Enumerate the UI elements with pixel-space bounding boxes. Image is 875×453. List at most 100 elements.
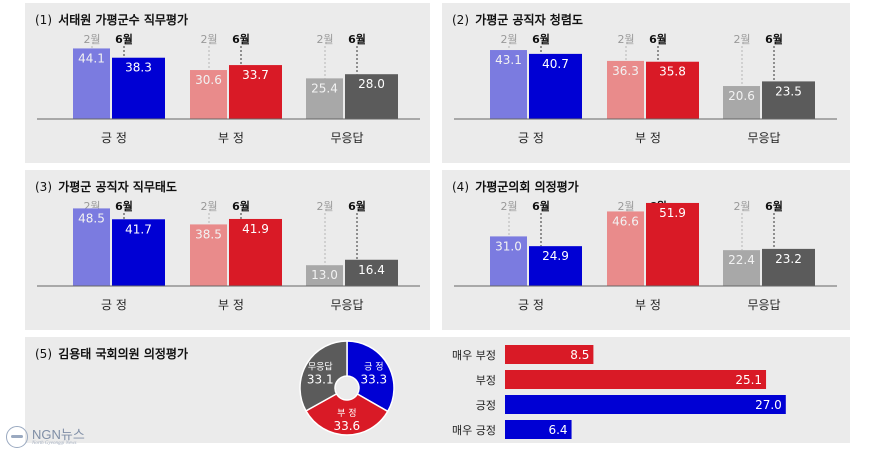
pie-slice bbox=[346, 340, 395, 413]
panel-title-2: (2) 가평군 공직자 청렴도 bbox=[452, 13, 583, 27]
period-label: 2월 bbox=[316, 33, 333, 46]
period-label: 6월 bbox=[348, 199, 366, 213]
panel-title-5: (5) 김용태 국회의원 의정평가 bbox=[35, 347, 188, 361]
period-label: 2월 bbox=[316, 200, 333, 213]
bar bbox=[190, 70, 227, 119]
bar bbox=[607, 60, 644, 119]
period-label: 6월 bbox=[765, 199, 783, 213]
bar bbox=[229, 65, 282, 119]
period-label: 6월 bbox=[232, 32, 250, 46]
category-label: 긍 정 bbox=[101, 131, 127, 145]
period-label: 6월 bbox=[115, 199, 133, 213]
bar bbox=[646, 61, 699, 119]
category-label: 부 정 bbox=[218, 131, 244, 145]
bar-value-label: 46.6 bbox=[612, 214, 639, 228]
category-label: 긍 정 bbox=[518, 131, 544, 145]
period-label: 6월 bbox=[532, 32, 550, 46]
bar bbox=[190, 224, 227, 286]
bar-value-label: 36.3 bbox=[612, 64, 639, 78]
bar bbox=[306, 265, 343, 286]
pie-slice-value: 33.1 bbox=[307, 372, 334, 386]
bar bbox=[73, 208, 110, 286]
panel-title-1: (1) 서태원 가평군수 직무평가 bbox=[35, 13, 188, 27]
category-label: 긍 정 bbox=[101, 298, 127, 312]
bar bbox=[490, 236, 527, 286]
bar bbox=[229, 218, 282, 286]
bar bbox=[112, 57, 165, 119]
period-label: 2월 bbox=[617, 33, 634, 46]
bar-value-label: 22.4 bbox=[728, 253, 755, 267]
bar-value-label: 23.2 bbox=[775, 252, 802, 266]
category-label: 무응답 bbox=[747, 298, 780, 312]
period-label: 2월 bbox=[200, 33, 217, 46]
hbar-value-label: 27.0 bbox=[755, 398, 782, 412]
bar-value-label: 23.5 bbox=[775, 84, 802, 98]
bar-value-label: 38.5 bbox=[195, 227, 222, 241]
bar-value-label: 43.1 bbox=[495, 53, 522, 67]
hbar-value-label: 8.5 bbox=[570, 348, 589, 362]
category-label: 무응답 bbox=[330, 298, 363, 312]
bar-value-label: 25.4 bbox=[311, 81, 338, 95]
bar-value-label: 40.7 bbox=[542, 57, 569, 71]
bar bbox=[723, 86, 760, 119]
pie-slice-label: 무응답 bbox=[308, 360, 333, 372]
period-label: 2월 bbox=[733, 33, 750, 46]
pie-slice-label: 긍 정 bbox=[364, 361, 383, 372]
pie-slice bbox=[299, 340, 348, 412]
category-label: 무응답 bbox=[330, 131, 363, 145]
bar bbox=[529, 53, 582, 119]
period-label: 2월 bbox=[617, 200, 634, 213]
hbar-category-label: 매우 긍정 bbox=[452, 424, 496, 437]
bar-value-label: 28.0 bbox=[358, 77, 385, 91]
bar-value-label: 16.4 bbox=[358, 263, 385, 277]
panel-title-4: (4) 가평군의회 의정평가 bbox=[452, 180, 579, 194]
period-label: 2월 bbox=[500, 200, 517, 213]
bar-value-label: 41.9 bbox=[242, 222, 269, 236]
hbar bbox=[505, 420, 572, 439]
ngn-logo-icon bbox=[6, 426, 28, 448]
hbar-category-label: 매우 부정 bbox=[452, 349, 496, 362]
watermark-sub: North Gyeonggi News bbox=[32, 441, 77, 446]
hbar-category-label: 긍정 bbox=[476, 399, 496, 412]
hbar bbox=[505, 345, 594, 364]
period-label: 2월 bbox=[83, 33, 100, 46]
bar-value-label: 38.3 bbox=[125, 61, 152, 75]
bar-value-label: 30.6 bbox=[195, 73, 222, 87]
hbar-value-label: 25.1 bbox=[735, 373, 762, 387]
chart-panel-5: (5) 김용태 국회의원 의정평가 bbox=[25, 337, 850, 443]
pie-slice-label: 부 정 bbox=[337, 408, 356, 419]
period-label: 6월 bbox=[532, 199, 550, 213]
bar bbox=[723, 250, 760, 286]
pie-slice-value: 33.3 bbox=[360, 372, 387, 386]
bar bbox=[529, 246, 582, 286]
bar bbox=[646, 202, 699, 286]
bar-value-label: 35.8 bbox=[659, 65, 686, 79]
panel-title-3: (3) 가평군 공직자 직무태도 bbox=[35, 180, 177, 194]
bar-value-label: 31.0 bbox=[495, 239, 522, 253]
category-label: 무응답 bbox=[747, 131, 780, 145]
category-label: 부 정 bbox=[635, 131, 661, 145]
period-label: 6월 bbox=[649, 32, 667, 46]
bar-value-label: 51.9 bbox=[659, 206, 686, 220]
bar bbox=[762, 81, 815, 119]
pie-slice-value: 33.6 bbox=[333, 419, 360, 433]
category-label: 부 정 bbox=[635, 298, 661, 312]
bar-value-label: 41.7 bbox=[125, 222, 152, 236]
bar bbox=[345, 259, 398, 286]
period-label: 6월 bbox=[348, 32, 366, 46]
bar bbox=[112, 219, 165, 286]
category-label: 부 정 bbox=[218, 298, 244, 312]
bar bbox=[73, 48, 110, 119]
bar-value-label: 33.7 bbox=[242, 68, 269, 82]
bar-value-label: 13.0 bbox=[311, 268, 338, 282]
hbar-category-label: 부정 bbox=[476, 374, 496, 387]
category-label: 긍 정 bbox=[518, 298, 544, 312]
bar bbox=[345, 74, 398, 119]
hbar bbox=[505, 370, 767, 389]
bar bbox=[306, 78, 343, 119]
watermark: NGN뉴스 North Gyeonggi News bbox=[6, 426, 85, 448]
period-label: 6월 bbox=[765, 32, 783, 46]
bar-value-label: 48.5 bbox=[78, 211, 105, 225]
period-label: 6월 bbox=[232, 199, 250, 213]
